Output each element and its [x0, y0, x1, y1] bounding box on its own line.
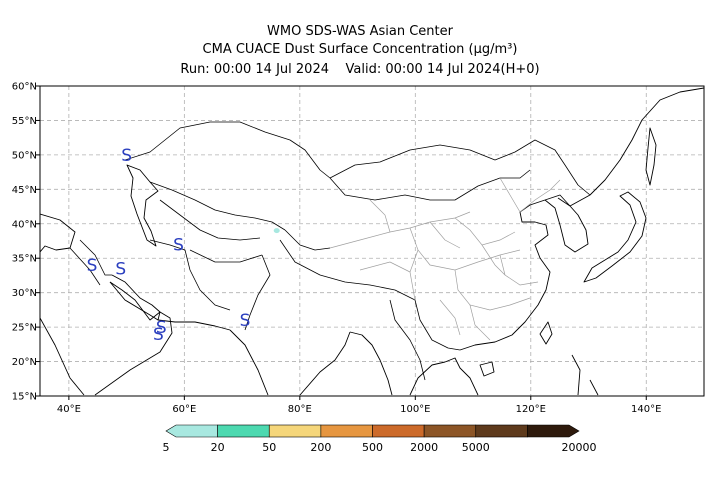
- persian-gulf: [109, 274, 161, 321]
- dust-concentration-field: [273, 228, 280, 234]
- arabian-coast: [40, 281, 173, 396]
- chart-title-line-2: CMA CUACE Dust Surface Concentration (μg…: [202, 42, 518, 57]
- lon-tick-label: 40°E: [57, 404, 81, 415]
- lon-tick-label: 80°E: [288, 404, 312, 415]
- colorbar-segment: [423, 424, 477, 438]
- colorbar-label: 50: [262, 441, 276, 454]
- sakhalin-outline: [645, 127, 657, 186]
- colorbar-label: 20: [211, 441, 225, 454]
- lat-tick-label: 60°N: [12, 82, 37, 93]
- pakistan-india-border: [244, 239, 416, 331]
- philippines-outline: [571, 354, 599, 396]
- axis-ticks: 40°E 60°E 80°E 100°E 120°E 140°E 60°N 55°N 50°N 4…: [12, 82, 662, 416]
- lon-tick-label: 120°E: [516, 404, 546, 415]
- lat-tick-label: 55°N: [12, 116, 37, 127]
- lat-tick-label: 35°N: [12, 254, 37, 265]
- iran-coast: [157, 319, 231, 331]
- lat-tick-label: 15°N: [12, 392, 37, 403]
- dust-storm-marker: S: [173, 235, 184, 255]
- mediterranean-coast: [40, 213, 76, 253]
- china-southwest-border: [414, 299, 461, 351]
- hainan-outline: [479, 361, 495, 377]
- lat-tick-label: 50°N: [12, 150, 37, 161]
- chart-title-line-1: WMO SDS-WAS Asian Center: [267, 24, 453, 39]
- colorbar-label: 2000: [410, 441, 438, 454]
- colorbar-segment: [165, 424, 218, 438]
- bay-of-bengal-coast: [349, 331, 393, 396]
- colorbar-segment: [527, 424, 580, 438]
- china-province-borders: [329, 177, 561, 341]
- run-valid-time: Run: 00:00 14 Jul 2024 Valid: 00:00 14 J…: [180, 62, 540, 77]
- dust-storm-marker: S: [121, 146, 132, 166]
- lat-tick-label: 40°N: [12, 219, 37, 230]
- colorbar-label: 5000: [462, 441, 490, 454]
- russia-mongolia-border: [329, 139, 591, 196]
- indochina-coast: [409, 357, 479, 396]
- colorbar-label: 5: [163, 441, 170, 454]
- colorbar-segment: [372, 424, 425, 438]
- lat-tick-label: 30°N: [12, 288, 37, 299]
- colorbar-segment: [320, 424, 373, 438]
- dust-storm-marker: S: [87, 256, 98, 276]
- lon-tick-label: 100°E: [400, 404, 430, 415]
- graticule: [40, 86, 704, 396]
- lat-tick-label: 20°N: [12, 357, 37, 368]
- china-coast: [459, 199, 551, 351]
- colorbar-label: 200: [310, 441, 331, 454]
- india-coast: [229, 329, 351, 396]
- dust-storm-marker: S: [240, 311, 251, 331]
- colorbar-segment: [217, 424, 270, 438]
- map-frame: [39, 85, 705, 397]
- colorbar-label: 20000: [562, 441, 597, 454]
- mongolia-china-border: [329, 169, 531, 201]
- dust-patch: [273, 228, 280, 234]
- central-asia-borders: [149, 181, 286, 241]
- dust-storm-marker: S: [153, 325, 164, 345]
- china-west-border: [284, 229, 331, 251]
- dust-storm-marker: S: [156, 318, 167, 338]
- dust-storm-marker: S: [115, 260, 126, 280]
- taiwan-outline: [539, 321, 553, 345]
- korea-coast: [544, 197, 589, 253]
- kazakhstan-border: [124, 121, 331, 179]
- caspian-sea-outline: [126, 164, 159, 247]
- lat-tick-label: 45°N: [12, 185, 37, 196]
- colorbar-label: 500: [362, 441, 383, 454]
- colorbar-segment: [475, 424, 528, 438]
- north-korea-border: [544, 194, 571, 207]
- iraq-border: [69, 239, 112, 286]
- lon-tick-label: 140°E: [631, 404, 661, 415]
- colorbar: 5 20 50 200 500 2000 5000 20000: [163, 424, 597, 454]
- iran-afghanistan-border: [149, 239, 263, 311]
- lon-tick-label: 60°E: [172, 404, 196, 415]
- myanmar-border: [389, 299, 426, 381]
- colorbar-segment: [268, 424, 322, 438]
- lat-tick-label: 25°N: [12, 323, 37, 334]
- japan-outline: [583, 191, 647, 283]
- russia-pacific-coast: [569, 87, 704, 207]
